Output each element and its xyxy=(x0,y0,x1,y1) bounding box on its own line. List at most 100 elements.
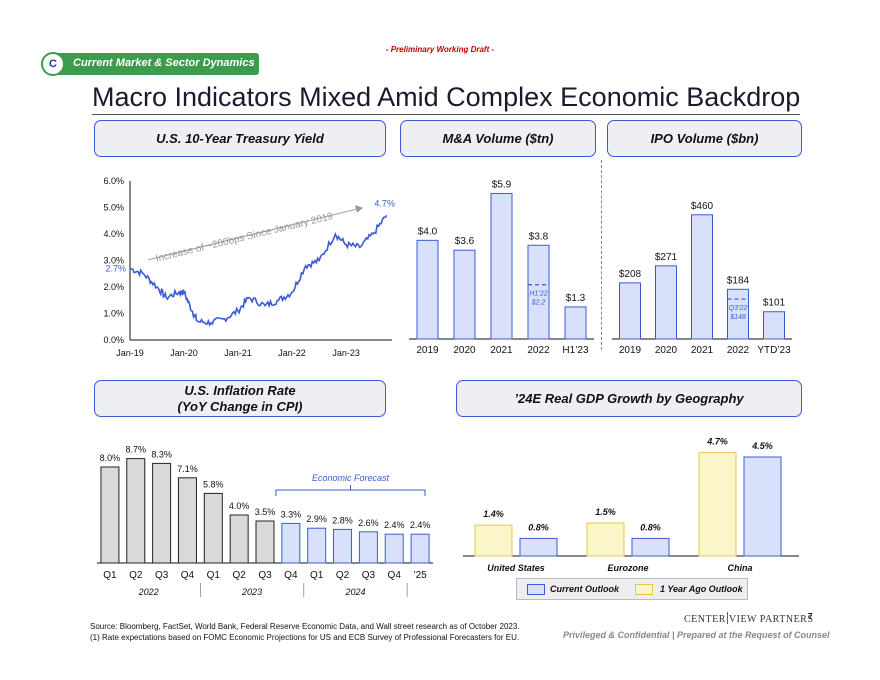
category-label: Q2 xyxy=(336,570,350,581)
year-ago-bar xyxy=(586,522,625,557)
bar-value-label: 2.8% xyxy=(332,515,353,525)
mna-chart: $4.0 2019 $3.6 2020 $5.9 2021 $3.8 2022 H1’22 $2.… xyxy=(409,179,594,356)
x-tick-label: Jan-22 xyxy=(278,348,306,358)
bar-value-label: 3.3% xyxy=(281,509,302,519)
actual-bar xyxy=(177,477,197,564)
bar-value-label: 0.8% xyxy=(528,522,549,532)
category-label: Q2 xyxy=(129,570,143,581)
actual-bar xyxy=(203,492,223,564)
year-label: 2022 xyxy=(138,587,159,597)
forecast-bar xyxy=(358,531,378,564)
current-bar xyxy=(743,456,782,557)
category-label: ’25 xyxy=(413,570,427,581)
forecast-bar xyxy=(410,533,430,564)
partial-marker-value: $2.2 xyxy=(531,300,546,307)
bar-value-label: 8.3% xyxy=(151,449,172,459)
category-label: Q1 xyxy=(103,570,117,581)
actual-bar xyxy=(229,514,249,564)
legend-label-year-ago: 1 Year Ago Outlook xyxy=(660,584,743,594)
ipo-chart: $208 2019 $271 2020 $460 2021 $184 2022 Q3’22 $14… xyxy=(612,201,792,356)
actual-bar xyxy=(152,462,172,564)
bar-value-label: 1.4% xyxy=(483,509,504,519)
bar-value-label: 2.4% xyxy=(384,520,405,530)
forecast-bar xyxy=(333,528,353,564)
bar xyxy=(564,306,587,340)
bar xyxy=(453,249,476,340)
start-value-label: 2.7% xyxy=(105,263,126,273)
confidential-note: Privileged & Confidential | Prepared at … xyxy=(563,630,830,640)
trend-annotation: Increase of ~200bps Since January 2019 xyxy=(155,211,335,265)
legend-label-current: Current Outlook xyxy=(550,584,619,594)
bar-value-label: 8.7% xyxy=(126,445,147,455)
partial-marker-label: H1’22 xyxy=(529,291,547,298)
category-label: Q4 xyxy=(181,570,195,581)
bar-value-label: 4.7% xyxy=(706,437,728,447)
category-label: Q1 xyxy=(207,570,221,581)
inflation-chart: 8.0% Q1 8.7% Q2 8.3% Q3 7.1% Q4 5.8% Q1 4.0% Q2 3.5%… xyxy=(97,445,433,597)
section-tag: C Current Market & Sector Dynamics xyxy=(41,52,259,76)
category-label: Eurozone xyxy=(607,563,648,573)
trend-arrow-line xyxy=(147,208,359,261)
gdp-legend: Current Outlook 1 Year Ago Outlook xyxy=(516,578,748,600)
section-label: Current Market & Sector Dynamics xyxy=(73,57,255,69)
bar-value-label: $208 xyxy=(619,269,642,280)
trend-arrow-head xyxy=(355,204,363,213)
treasury-header: U.S. 10-Year Treasury Yield xyxy=(94,120,386,157)
page-title: Macro Indicators Mixed Amid Complex Econ… xyxy=(92,82,801,112)
x-tick-label: Jan-21 xyxy=(224,348,252,358)
gdp-header: ’24E Real GDP Growth by Geography xyxy=(456,380,802,417)
forecast-label: Economic Forecast xyxy=(312,473,390,483)
bar-value-label: 4.0% xyxy=(229,501,250,511)
bar-value-label: 3.5% xyxy=(255,507,276,517)
forecast-bar xyxy=(281,522,301,564)
mna-header: M&A Volume ($tn) xyxy=(400,120,596,157)
footnote-1: (1) Rate expectations based on FOMC Econ… xyxy=(90,633,520,642)
bar xyxy=(490,192,513,340)
y-tick-label: 4.0% xyxy=(103,229,124,239)
current-bar xyxy=(631,537,670,557)
bar-value-label: $271 xyxy=(655,252,678,263)
category-label: Q3 xyxy=(258,570,272,581)
inflation-header: U.S. Inflation Rate (YoY Change in CPI) xyxy=(94,380,386,417)
bar-value-label: 4.5% xyxy=(751,441,773,451)
y-tick-label: 5.0% xyxy=(103,203,124,213)
bar-value-label: 2.4% xyxy=(410,520,431,530)
category-label: H1’23 xyxy=(562,345,589,356)
actual-bar xyxy=(255,520,275,564)
bar-value-label: $4.0 xyxy=(418,226,438,237)
bar-value-label: 5.8% xyxy=(203,479,224,489)
current-bar xyxy=(519,537,558,557)
bar xyxy=(727,288,749,340)
brand-left: CENTER xyxy=(684,614,726,625)
section-letter: C xyxy=(41,52,65,76)
actual-bar xyxy=(126,458,146,564)
inflation-header-line1: U.S. Inflation Rate xyxy=(184,382,296,398)
category-label: 2020 xyxy=(453,345,476,356)
y-tick-label: 3.0% xyxy=(103,256,124,266)
treasury-chart: 6.0% 5.0% 4.0% 3.0% 2.0% 1.0% 0.0% Jan-19 Jan-20… xyxy=(103,176,394,358)
bar xyxy=(655,265,677,340)
draft-label: - Preliminary Working Draft - xyxy=(385,45,495,54)
bar-value-label: $3.6 xyxy=(455,236,475,247)
category-label: Q3 xyxy=(155,570,169,581)
category-label: Q4 xyxy=(284,570,298,581)
bar-value-label: 7.1% xyxy=(177,464,198,474)
page-number: 7 xyxy=(808,612,813,621)
category-label: United States xyxy=(487,563,545,573)
category-label: 2019 xyxy=(619,345,642,356)
y-tick-label: 0.0% xyxy=(103,335,124,345)
x-tick-label: Jan-23 xyxy=(332,348,360,358)
category-label: 2021 xyxy=(691,345,714,356)
category-label: China xyxy=(727,563,752,573)
actual-bar xyxy=(100,466,120,564)
panel-separator xyxy=(601,160,602,350)
category-label: 2019 xyxy=(416,345,439,356)
bar-value-label: $460 xyxy=(691,201,714,212)
year-label: 2024 xyxy=(344,587,365,597)
year-ago-bar xyxy=(698,452,737,557)
source-note: Source: Bloomberg, FactSet, World Bank, … xyxy=(90,622,520,631)
bar xyxy=(619,282,641,340)
partial-marker-value: $148 xyxy=(729,314,746,321)
brand-logo: CENTER VIEW PARTNERS xyxy=(684,612,813,625)
